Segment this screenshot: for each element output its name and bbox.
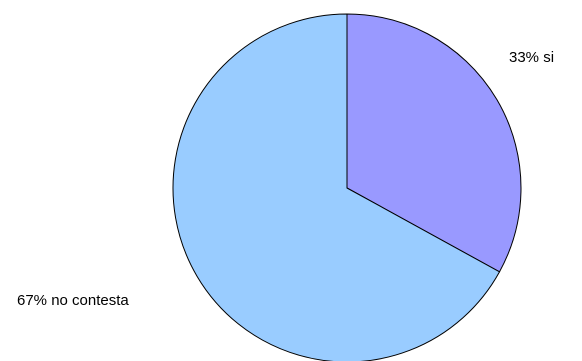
slice-label-no-contesta: 67% no contesta <box>17 292 129 309</box>
slice-label-si: 33% si <box>509 49 554 66</box>
pie-slice-no-contesta <box>172 13 501 361</box>
pie-slices <box>172 13 522 361</box>
pie-slice-si <box>346 13 522 273</box>
